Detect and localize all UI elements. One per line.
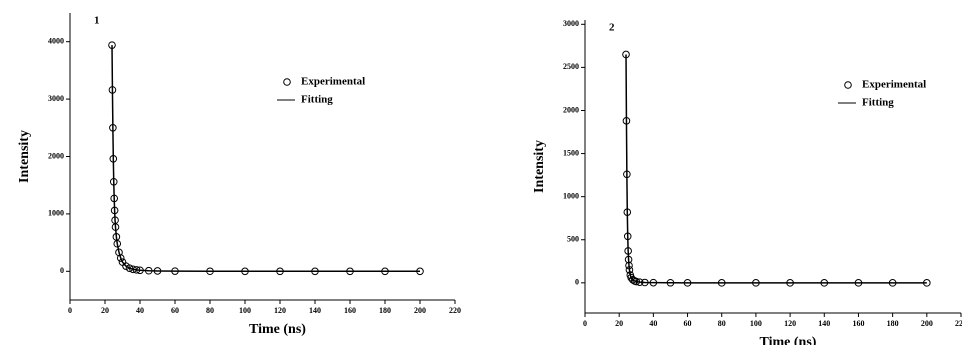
fit-line: [111, 45, 420, 273]
x-tick-label: 100: [239, 306, 251, 315]
x-tick-label: 80: [206, 306, 214, 315]
x-tick-label: 180: [887, 319, 899, 328]
y-axis-label: Intensity: [17, 130, 32, 183]
x-tick-label: 40: [136, 306, 144, 315]
x-tick-label: 220: [449, 306, 461, 315]
legend-label: Fitting: [862, 97, 894, 109]
legend-marker: [844, 81, 852, 89]
panel-label: 2: [609, 22, 615, 34]
data-point: [116, 254, 125, 262]
x-tick-label: 40: [649, 319, 657, 328]
y-tick-label: 0: [60, 266, 64, 275]
y-tick-label: 1500: [563, 148, 579, 157]
x-tick-label: 160: [852, 319, 864, 328]
x-axis-label: Time (ns): [249, 322, 306, 337]
legend-label: Experimental: [862, 79, 926, 91]
x-tick-label: 60: [684, 319, 692, 328]
x-tick-label: 200: [921, 319, 933, 328]
y-tick-label: 3000: [48, 94, 64, 103]
x-tick-label: 20: [615, 319, 623, 328]
y-tick-label: 2000: [563, 105, 579, 114]
x-tick-label: 140: [818, 319, 830, 328]
legend-label: Fitting: [301, 94, 333, 106]
x-tick-label: 220: [955, 319, 962, 328]
y-tick-label: 4000: [48, 37, 64, 46]
x-tick-label: 180: [379, 306, 391, 315]
x-tick-label: 200: [414, 306, 426, 315]
y-tick-label: 0: [575, 278, 579, 287]
y-tick-label: 3000: [563, 19, 579, 28]
x-tick-label: 0: [583, 319, 587, 328]
x-tick-label: 100: [750, 319, 762, 328]
y-tick-label: 1000: [563, 191, 579, 200]
x-tick-label: 140: [309, 306, 321, 315]
legend-label: Experimental: [301, 76, 365, 88]
y-tick-label: 2500: [563, 62, 579, 71]
fit-line: [625, 54, 927, 284]
y-tick-label: 2000: [48, 151, 64, 160]
x-tick-label: 60: [171, 306, 179, 315]
legend-marker: [283, 78, 291, 86]
data-point: [125, 264, 134, 272]
x-tick-label: 80: [718, 319, 726, 328]
x-tick-label: 120: [274, 306, 286, 315]
y-tick-label: 1000: [48, 209, 64, 218]
y-tick-label: 500: [567, 235, 579, 244]
x-tick-label: 120: [784, 319, 796, 328]
x-tick-label: 20: [101, 306, 109, 315]
x-axis-label: Time (ns): [760, 335, 817, 345]
panel-label: 1: [94, 15, 100, 27]
x-tick-label: 0: [68, 306, 72, 315]
y-axis-label: Intensity: [532, 140, 547, 193]
x-tick-label: 160: [344, 306, 356, 315]
